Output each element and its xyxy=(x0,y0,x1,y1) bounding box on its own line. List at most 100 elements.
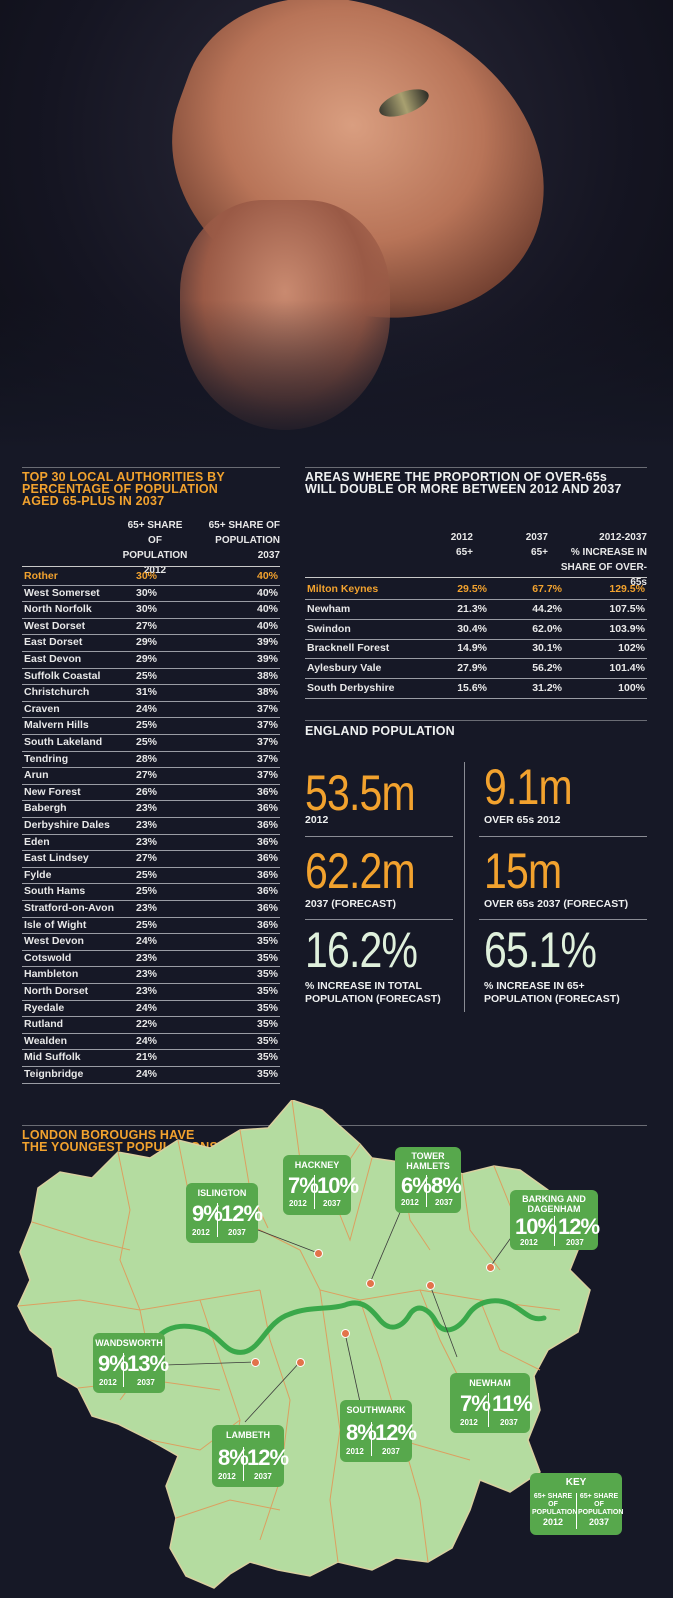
share-2037: 40% xyxy=(256,603,278,616)
authority-name: West Dorset xyxy=(24,619,86,632)
area-name: Aylesbury Vale xyxy=(307,662,382,675)
share-2012: 15.6% xyxy=(457,682,487,694)
share-2012: 25% xyxy=(136,918,158,931)
share-2037: 39% xyxy=(256,636,278,649)
england-title: ENGLAND POPULATION xyxy=(305,724,455,738)
share-2012: 29% xyxy=(136,636,158,649)
share-2037: 35% xyxy=(256,1068,278,1080)
divider xyxy=(22,467,280,468)
col-header-2012: 65+ SHARE OF POPULATION 2012 xyxy=(122,520,188,576)
share-2012: 25% xyxy=(136,868,158,881)
authority-name: Derbyshire Dales xyxy=(24,819,110,831)
share-2037: 35% xyxy=(256,951,278,964)
map-marker-barking xyxy=(486,1263,495,1272)
map-marker-tower-hamlets xyxy=(366,1279,375,1288)
table-row: Aylesbury Vale 27.9% 56.2% 101.4% xyxy=(305,659,647,680)
authority-name: Teignbridge xyxy=(24,1068,84,1080)
table-row: Stratford-on-Avon 23% 36% xyxy=(22,900,280,918)
table-row: Newham 21.3% 44.2% 107.5% xyxy=(305,600,647,620)
table-row: West Dorset 27% 40% xyxy=(22,618,280,636)
increase: 103.9% xyxy=(609,622,645,635)
authority-name: Rutland xyxy=(24,1018,64,1031)
divider xyxy=(464,762,465,1012)
share-2012: 23% xyxy=(136,902,158,914)
table-row: South Hams 25% 36% xyxy=(22,883,280,901)
share-2037: 36% xyxy=(256,785,278,798)
share-2012: 27.9% xyxy=(457,662,487,675)
map-marker-wandsworth xyxy=(251,1358,260,1367)
share-2012: 30% xyxy=(136,603,158,616)
authority-name: Isle of Wight xyxy=(24,918,87,931)
share-2012: 27% xyxy=(136,619,158,632)
share-2012: 21.3% xyxy=(457,602,487,615)
authority-name: East Dorset xyxy=(24,636,83,649)
stat-over65-2012-value: 9.1m xyxy=(484,759,573,815)
divider xyxy=(22,566,280,567)
table-row: North Dorset 23% 35% xyxy=(22,983,280,1001)
stat-over65-2037-value: 15m xyxy=(484,843,562,899)
share-2012: 27% xyxy=(136,769,158,782)
stat-2037-label: 2037 (FORECAST) xyxy=(305,898,397,910)
area-name: Newham xyxy=(307,602,351,615)
divider xyxy=(479,919,647,920)
table-row: Milton Keynes 29.5% 67.7% 129.5% xyxy=(305,580,647,600)
share-2037: 36% xyxy=(256,819,278,831)
authority-name: Mid Suffolk xyxy=(24,1051,81,1064)
share-2037: 67.7% xyxy=(532,583,562,595)
divider xyxy=(305,467,647,468)
table-row: Derbyshire Dales 23% 36% xyxy=(22,817,280,835)
share-2012: 25% xyxy=(136,736,158,748)
river-thames xyxy=(152,1298,547,1355)
map-key: KEY 65+ SHARE OF POPULATION 2012 65+ SHARE… xyxy=(530,1473,623,1535)
share-2012: 23% xyxy=(136,835,158,848)
share-2012: 23% xyxy=(136,985,158,997)
table-row: Teignbridge 24% 35% xyxy=(22,1066,280,1084)
stat-over65-2037-label: OVER 65s 2037 (FORECAST) xyxy=(484,898,629,910)
share-2037: 40% xyxy=(256,570,278,582)
share-2012: 26% xyxy=(136,785,158,798)
share-2037: 37% xyxy=(256,769,278,782)
table-row: Isle of Wight 25% 36% xyxy=(22,917,280,935)
share-2037: 35% xyxy=(256,968,278,981)
share-2012: 23% xyxy=(136,968,158,981)
share-2037: 37% xyxy=(256,752,278,765)
share-2037: 36% xyxy=(256,868,278,881)
col-header-increase: 2012-2037% INCREASE IN SHARE OF OVER-65s xyxy=(560,532,647,588)
share-2012: 23% xyxy=(136,951,158,964)
share-2012: 24% xyxy=(136,1001,158,1014)
share-2037: 44.2% xyxy=(532,602,562,615)
authority-name: Malvern Hills xyxy=(24,719,89,732)
right-table-title: AREAS WHERE THE PROPORTION OF OVER-65s W… xyxy=(305,470,622,496)
badge-southwark: SOUTHWARK 8% 12% 2012 2037 xyxy=(340,1400,417,1462)
share-2037: 36% xyxy=(256,835,278,848)
stat-total-increase-value: 16.2% xyxy=(305,922,418,978)
share-2012: 21% xyxy=(136,1051,158,1064)
share-2012: 23% xyxy=(136,802,158,815)
share-2012: 29% xyxy=(136,653,158,665)
area-name: Swindon xyxy=(307,622,351,635)
authority-name: Christchurch xyxy=(24,686,90,699)
badge-islington: ISLINGTON 9% 12% 2012 2037 xyxy=(186,1183,263,1243)
authority-name: Hambleton xyxy=(24,968,79,981)
divider xyxy=(479,836,647,837)
share-2037: 38% xyxy=(256,669,278,682)
share-2012: 30% xyxy=(136,570,158,582)
table-row: South Derbyshire 15.6% 31.2% 100% xyxy=(305,679,647,699)
share-2037: 37% xyxy=(256,719,278,732)
share-2037: 35% xyxy=(256,985,278,997)
share-2012: 22% xyxy=(136,1018,158,1031)
share-2037: 36% xyxy=(256,852,278,865)
table-row: Mid Suffolk 21% 35% xyxy=(22,1049,280,1067)
share-2012: 25% xyxy=(136,669,158,682)
authority-name: West Devon xyxy=(24,935,84,948)
share-2012: 30.4% xyxy=(457,622,487,635)
table-row: Hambleton 23% 35% xyxy=(22,966,280,984)
share-2012: 27% xyxy=(136,852,158,865)
stat-2012-label: 2012 xyxy=(305,814,329,826)
share-2037: 35% xyxy=(256,1034,278,1047)
table-row: New Forest 26% 36% xyxy=(22,784,280,802)
share-2012: 31% xyxy=(136,686,158,699)
authority-name: West Somerset xyxy=(24,586,100,599)
table-row: Eden 23% 36% xyxy=(22,834,280,852)
london-map xyxy=(17,1100,591,1589)
